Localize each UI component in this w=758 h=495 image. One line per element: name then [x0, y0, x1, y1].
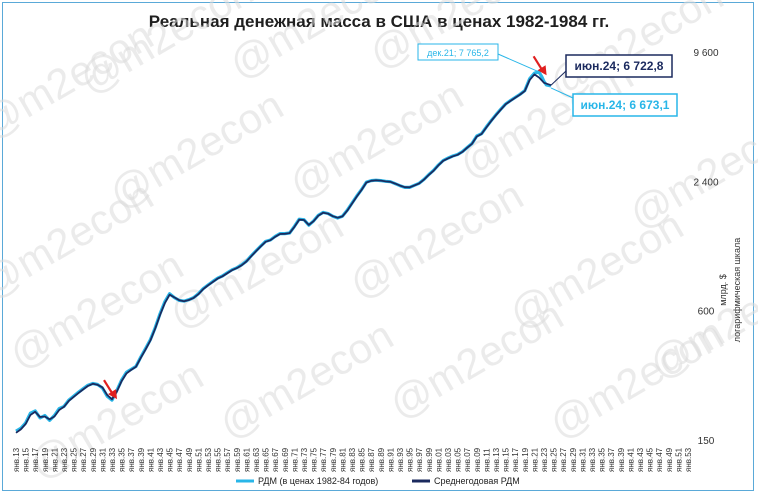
- y-tick-label: 150: [698, 436, 715, 447]
- x-tick-label: янв.05: [454, 447, 463, 472]
- x-tick-label: янв.65: [262, 447, 271, 472]
- watermark-text: @m2econ: [361, 0, 551, 78]
- x-tick-label: янв.31: [578, 447, 587, 472]
- watermark-text: @m2econ: [101, 81, 291, 218]
- x-tick-label: янв.39: [617, 447, 626, 472]
- x-tick-label: янв.63: [252, 447, 261, 472]
- x-tick-label: янв.13: [492, 447, 501, 472]
- x-tick-label: янв.39: [137, 447, 146, 472]
- x-tick-label: янв.33: [588, 447, 597, 472]
- annotation-label: дек.21; 7 765,2: [427, 48, 489, 58]
- watermark-text: @m2econ: [211, 311, 401, 448]
- x-tick-label: янв.23: [60, 447, 69, 472]
- x-tick-label: янв.99: [425, 447, 434, 472]
- x-tick-label: янв.07: [463, 447, 472, 472]
- x-tick-label: янв.03: [444, 447, 453, 472]
- x-tick-label: янв.61: [242, 447, 251, 472]
- x-tick-label: янв.45: [646, 447, 655, 472]
- x-tick-label: янв.21: [50, 447, 59, 472]
- x-tick-label: янв.79: [329, 447, 338, 472]
- x-tick-label: янв.11: [482, 448, 491, 472]
- x-tick-label: янв.15: [502, 447, 511, 472]
- x-tick-label: янв.19: [41, 447, 50, 472]
- x-tick-label: янв.25: [550, 447, 559, 472]
- y-axis-scale-note: логарифмическая шкала: [732, 238, 742, 342]
- x-tick-label: янв.73: [300, 447, 309, 472]
- annotation-leader: [498, 54, 539, 72]
- x-tick-label: янв.19: [521, 447, 530, 472]
- x-tick-label: янв.27: [79, 447, 88, 472]
- x-tick-label: янв.13: [12, 447, 21, 472]
- x-tick-label: янв.29: [89, 447, 98, 472]
- x-tick-label: янв.33: [108, 447, 117, 472]
- watermark-text: @m2econ: [161, 201, 351, 338]
- x-tick-label: янв.17: [511, 447, 520, 472]
- x-tick-label: янв.51: [194, 447, 203, 472]
- x-tick-label: янв.59: [233, 447, 242, 472]
- x-tick-label: янв.47: [655, 447, 664, 472]
- x-tick-label: янв.71: [290, 447, 299, 472]
- x-tick-label: янв.21: [530, 447, 539, 472]
- y-tick-label: 2 400: [693, 177, 718, 188]
- x-tick-label: янв.01: [434, 447, 443, 472]
- legend-label: РДМ (в ценах 1982-84 годов): [258, 476, 378, 486]
- watermark-text: @m2econ: [281, 71, 471, 208]
- x-tick-label: янв.37: [127, 447, 136, 472]
- x-tick-label: янв.77: [319, 447, 328, 472]
- x-axis-labels: янв.13 янв.15 янв.17 янв.19 янв.21 янв.23 янв.…: [12, 447, 693, 472]
- x-tick-label: янв.17: [31, 447, 40, 472]
- x-tick-label: янв.23: [540, 447, 549, 472]
- x-tick-label: янв.25: [70, 447, 79, 472]
- x-tick-label: янв.37: [607, 447, 616, 472]
- x-tick-label: янв.97: [415, 447, 424, 472]
- x-tick-label: янв.45: [166, 447, 175, 472]
- x-tick-label: янв.55: [214, 447, 223, 472]
- y-tick-label: 9 600: [693, 48, 718, 59]
- x-tick-label: янв.91: [386, 447, 395, 472]
- x-tick-label: янв.09: [473, 447, 482, 472]
- y-axis-title: млрд. $: [718, 274, 728, 306]
- x-tick-label: янв.85: [358, 447, 367, 472]
- x-tick-label: янв.87: [367, 447, 376, 472]
- x-tick-label: янв.53: [684, 447, 693, 472]
- x-tick-label: янв.35: [598, 447, 607, 472]
- x-tick-label: янв.89: [377, 447, 386, 472]
- x-tick-label: янв.15: [22, 447, 31, 472]
- x-tick-label: янв.83: [348, 447, 357, 472]
- legend: РДМ (в ценах 1982-84 годов) Среднегодовая…: [236, 476, 520, 486]
- x-tick-label: янв.41: [626, 447, 635, 472]
- x-tick-label: янв.29: [569, 447, 578, 472]
- annotation-label: июн.24; 6 673,1: [581, 98, 670, 112]
- x-tick-label: янв.41: [146, 447, 155, 472]
- x-tick-label: янв.51: [674, 447, 683, 472]
- y-axis-labels: 150 600 2 400 9 600: [693, 48, 718, 447]
- x-tick-label: янв.49: [665, 447, 674, 472]
- x-tick-label: янв.47: [175, 447, 184, 472]
- annotation-label: июн.24; 6 722,8: [575, 59, 664, 73]
- x-tick-label: янв.95: [406, 447, 415, 472]
- x-tick-label: янв.57: [223, 447, 232, 472]
- x-tick-label: янв.67: [271, 447, 280, 472]
- x-tick-label: янв.93: [396, 447, 405, 472]
- x-tick-label: янв.43: [636, 447, 645, 472]
- x-tick-label: янв.27: [559, 447, 568, 472]
- y-tick-label: 600: [698, 307, 715, 318]
- legend-label: Среднегодовая РДМ: [434, 476, 520, 486]
- x-tick-label: янв.35: [118, 447, 127, 472]
- x-tick-label: янв.43: [156, 447, 165, 472]
- x-tick-label: янв.31: [98, 447, 107, 472]
- x-tick-label: янв.53: [204, 447, 213, 472]
- x-tick-label: янв.75: [310, 447, 319, 472]
- watermark-text: @m2econ: [341, 171, 531, 308]
- x-tick-label: янв.69: [281, 447, 290, 472]
- x-tick-label: янв.81: [338, 447, 347, 472]
- x-tick-label: янв.49: [185, 447, 194, 472]
